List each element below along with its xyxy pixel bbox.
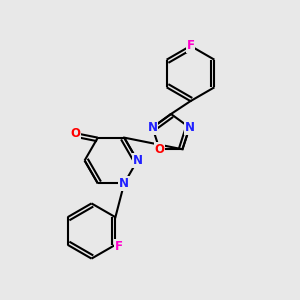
Text: N: N — [184, 121, 194, 134]
Text: N: N — [132, 154, 142, 167]
Text: N: N — [148, 121, 158, 134]
Text: O: O — [70, 127, 80, 140]
Text: F: F — [187, 39, 194, 52]
Text: N: N — [119, 177, 129, 190]
Text: O: O — [154, 143, 164, 156]
Text: F: F — [114, 240, 122, 253]
